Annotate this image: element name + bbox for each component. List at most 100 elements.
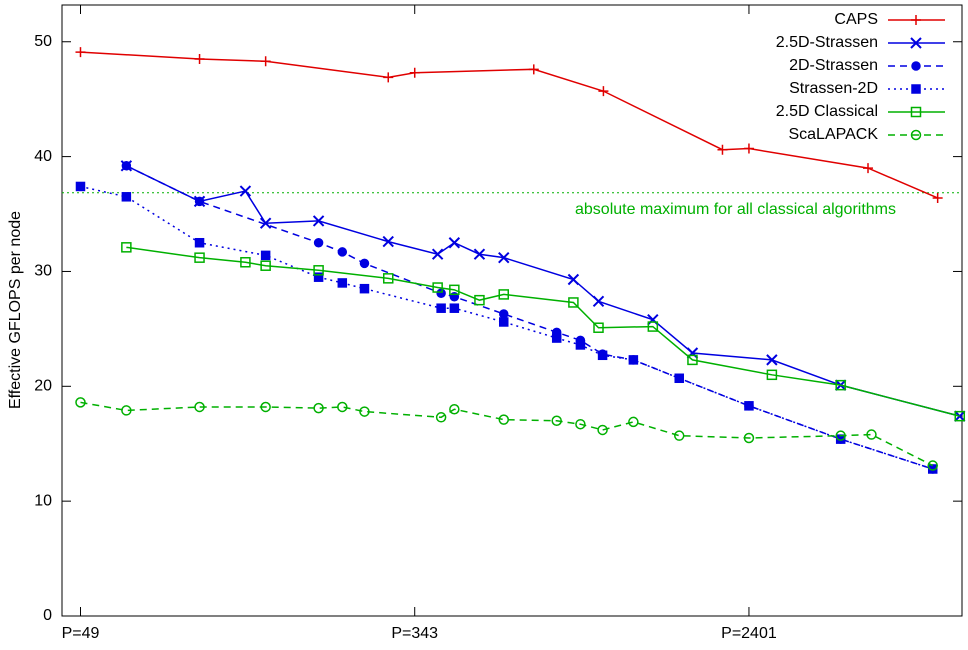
marker — [717, 144, 728, 155]
marker — [436, 303, 446, 313]
marker — [499, 309, 509, 319]
marker — [194, 53, 205, 64]
marker — [910, 129, 922, 141]
marker — [194, 196, 205, 207]
marker — [910, 106, 922, 118]
legend-label: ScaLAPACK — [788, 126, 878, 143]
marker — [597, 424, 608, 436]
y-tick-label: 50 — [34, 33, 52, 50]
marker — [383, 72, 394, 83]
marker — [744, 401, 754, 411]
marker — [597, 350, 608, 361]
marker — [382, 235, 394, 248]
marker — [382, 273, 394, 284]
legend-label: 2.5D-Strassen — [776, 34, 878, 51]
marker — [647, 321, 659, 332]
legend-label: CAPS — [834, 11, 878, 28]
legend-label: 2D-Strassen — [789, 57, 878, 74]
marker — [647, 313, 659, 326]
marker — [436, 288, 446, 299]
y-tick-label: 20 — [34, 378, 52, 395]
marker — [551, 333, 562, 343]
marker — [575, 418, 586, 430]
marker — [628, 416, 639, 428]
y-axis-label: Effective GFLOPS per node — [7, 211, 24, 409]
marker — [910, 37, 922, 49]
marker — [239, 185, 252, 197]
marker — [528, 64, 539, 75]
marker — [567, 273, 580, 286]
marker — [359, 283, 370, 294]
marker — [449, 404, 460, 415]
series-line — [126, 165, 933, 470]
marker — [835, 379, 846, 391]
x-tick-label: P=49 — [62, 625, 100, 642]
marker — [449, 303, 460, 313]
marker — [121, 161, 132, 171]
marker — [240, 257, 251, 268]
marker — [194, 252, 205, 263]
marker — [121, 192, 132, 202]
marker — [194, 237, 205, 248]
marker — [337, 278, 348, 288]
marker — [431, 248, 444, 260]
marker — [551, 415, 562, 427]
marker — [592, 295, 605, 308]
marker — [260, 401, 271, 413]
marker — [337, 247, 348, 257]
marker — [75, 47, 86, 58]
marker — [313, 272, 324, 282]
marker — [313, 237, 324, 248]
marker — [260, 260, 271, 271]
marker — [568, 297, 579, 308]
marker — [575, 340, 586, 350]
legend-label: Strassen-2D — [789, 80, 878, 97]
legend-label: 2.5D Classical — [776, 103, 878, 120]
marker — [927, 460, 938, 471]
marker — [498, 251, 510, 264]
series-line — [80, 401, 934, 467]
marker — [313, 265, 324, 276]
y-tick-label: 0 — [43, 607, 52, 624]
marker — [673, 430, 685, 441]
marker — [863, 163, 874, 174]
marker — [598, 86, 609, 97]
marker — [628, 355, 639, 365]
y-tick-label: 30 — [34, 263, 52, 280]
marker — [448, 237, 461, 249]
marker — [473, 248, 486, 260]
marker — [674, 373, 684, 384]
series-line — [126, 246, 960, 417]
marker — [499, 317, 509, 327]
marker — [409, 67, 420, 78]
marker — [743, 432, 755, 444]
marker — [593, 322, 604, 333]
marker — [259, 217, 272, 229]
marker — [121, 242, 132, 253]
marker — [474, 294, 485, 306]
marker — [911, 61, 921, 71]
marker — [835, 430, 846, 441]
marker — [313, 402, 324, 414]
series-line — [80, 185, 933, 470]
marker — [766, 354, 778, 366]
marker — [260, 56, 271, 67]
marker — [687, 354, 698, 366]
x-tick-label: P=2401 — [721, 625, 777, 642]
marker — [866, 429, 877, 440]
y-tick-label: 10 — [34, 492, 52, 509]
marker — [932, 192, 943, 203]
marker — [337, 401, 348, 413]
marker — [449, 284, 460, 296]
marker — [766, 369, 778, 381]
y-tick-label: 40 — [34, 148, 52, 165]
marker — [911, 15, 921, 25]
x-tick-label: P=343 — [391, 625, 438, 642]
marker — [121, 405, 132, 416]
marker — [194, 401, 205, 413]
marker — [312, 215, 325, 227]
marker — [359, 258, 370, 269]
marker — [954, 410, 966, 422]
